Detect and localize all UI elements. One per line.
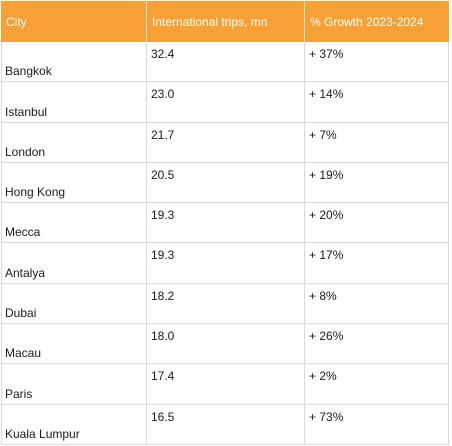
cell-city: Hong Kong: [1, 162, 147, 203]
table-row: Hong Kong 20.5 + 19%: [1, 162, 449, 204]
table-row: Bangkok 32.4 + 37%: [1, 42, 449, 83]
table-row: Paris 17.4 + 2%: [1, 364, 449, 405]
cell-trips: 17.4: [147, 364, 305, 404]
cell-growth: + 8%: [309, 288, 337, 303]
cell-growth: + 14%: [309, 87, 344, 102]
cell-growth: + 20%: [309, 208, 344, 223]
table-row: Macau 18.0 + 26%: [1, 324, 449, 365]
cell-trips: 23.0: [147, 82, 305, 122]
table-row: Istanbul 23.0 + 14%: [1, 82, 449, 123]
cell-growth: + 19%: [309, 167, 344, 182]
cell-trips: 18.0: [147, 324, 305, 364]
cell-city: Macau: [1, 324, 147, 364]
cell-growth: + 37%: [309, 47, 344, 61]
table-row: Mecca 19.3 + 20%: [1, 203, 449, 244]
cell-growth: + 7%: [309, 127, 337, 142]
header-growth: % Growth 2023-2024: [310, 14, 424, 29]
table-row: Antalya 19.3 + 17%: [1, 243, 449, 284]
cell-city: Kuala Lumpur: [1, 404, 147, 444]
cell-growth: + 17%: [309, 248, 344, 263]
header-city: City: [1, 1, 147, 42]
header-international-trips: International trips, mn: [147, 1, 305, 42]
cell-growth: + 2%: [309, 369, 337, 384]
cell-trips: 19.3: [147, 243, 305, 283]
table-row: Dubai 18.2 + 8%: [1, 283, 449, 325]
table-row: London 21.7 + 7%: [1, 122, 449, 163]
cell-city: Istanbul: [1, 82, 147, 122]
cell-trips: 32.4: [147, 42, 305, 82]
cell-trips: 16.5: [147, 404, 305, 444]
table-header-row: City International trips, mn % Growth 20…: [1, 1, 449, 42]
table-row: Kuala Lumpur 16.5 + 73%: [1, 404, 449, 445]
cell-growth: + 26%: [309, 329, 344, 344]
cell-city: Bangkok: [1, 42, 147, 82]
cell-trips: 18.2: [147, 283, 305, 324]
cell-trips: 21.7: [147, 122, 305, 162]
cell-city: London: [1, 122, 147, 162]
cell-city: Antalya: [1, 243, 147, 283]
cell-city: Mecca: [1, 203, 147, 243]
cell-trips: 20.5: [147, 162, 305, 203]
cell-growth: + 73%: [309, 409, 344, 424]
cell-city: Dubai: [1, 283, 147, 324]
cell-trips: 19.3: [147, 203, 305, 243]
cell-city: Paris: [1, 364, 147, 404]
